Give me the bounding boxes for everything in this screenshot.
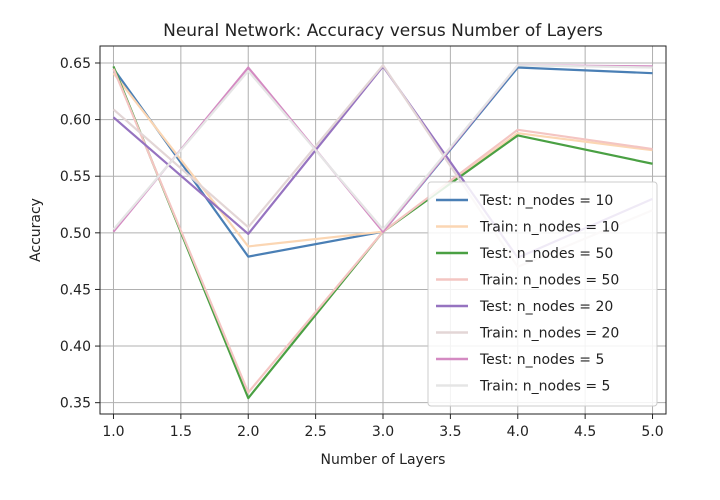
y-tick-label: 0.50 [60,226,91,242]
y-axis-label: Accuracy [28,198,44,262]
y-tick-label: 0.35 [60,396,91,412]
legend-label: Train: n_nodes = 10 [479,220,619,236]
x-tick-label: 2.5 [304,424,326,440]
chart-title: Neural Network: Accuracy versus Number o… [163,21,603,41]
x-tick-label: 2.0 [237,424,259,440]
x-tick-label: 1.5 [170,424,192,440]
x-tick-label: 1.0 [102,424,124,440]
legend-label: Train: n_nodes = 20 [479,326,619,342]
legend-label: Test: n_nodes = 50 [479,246,613,262]
y-tick-label: 0.40 [60,339,91,355]
x-axis-label: Number of Layers [321,452,446,468]
legend-label: Test: n_nodes = 20 [479,299,613,315]
x-tick-label: 3.0 [372,424,394,440]
legend-label: Test: n_nodes = 10 [479,193,613,209]
y-tick-label: 0.45 [60,282,91,298]
series-line-7 [112,64,653,231]
x-ticks: 1.0 1.5 2.0 2.5 3.0 3.5 4.0 4.5 5.0 [102,414,664,440]
y-tick-label: 0.65 [60,56,91,72]
legend-label: Train: n_nodes = 50 [479,273,619,289]
x-tick-label: 4.0 [507,424,529,440]
legend-label: Train: n_nodes = 5 [479,379,610,395]
legend: Test: n_nodes = 10 Train: n_nodes = 10 Tes… [427,181,658,407]
legend-label: Test: n_nodes = 5 [479,352,604,368]
legend-box [427,181,658,407]
y-tick-label: 0.55 [60,169,91,185]
x-tick-label: 5.0 [641,424,663,440]
y-ticks: 0.35 0.40 0.45 0.50 0.55 0.60 0.65 [60,56,100,412]
x-tick-label: 3.5 [439,424,461,440]
x-tick-label: 4.5 [574,424,596,440]
y-tick-label: 0.60 [60,113,91,129]
